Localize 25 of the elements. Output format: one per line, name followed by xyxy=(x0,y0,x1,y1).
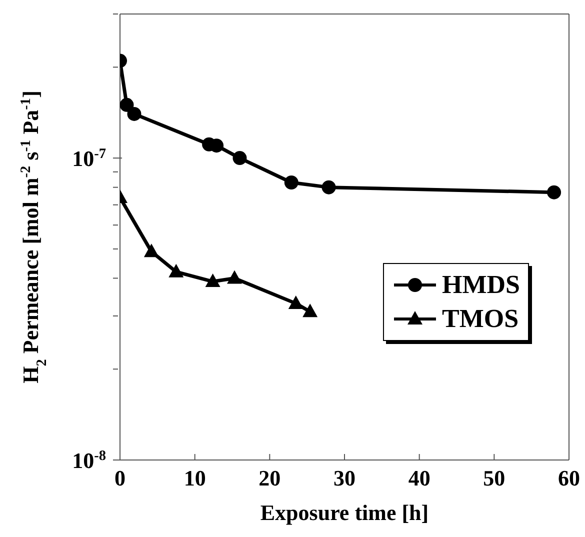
x-tick-label: 30 xyxy=(334,466,356,491)
x-axis-title: Exposure time [h] xyxy=(260,500,429,525)
point xyxy=(288,295,304,309)
point xyxy=(210,138,224,153)
point xyxy=(322,180,336,194)
point xyxy=(144,244,159,258)
x-tick-label: 10 xyxy=(184,466,206,491)
point xyxy=(205,274,220,288)
x-tick-label: 50 xyxy=(483,466,506,491)
point xyxy=(302,304,318,318)
y-tick-label: 10$^{-7}$ xyxy=(72,146,106,172)
point xyxy=(232,151,247,166)
legend-label: HMDS xyxy=(442,270,520,300)
x-tick-label: 60 xyxy=(558,466,580,491)
y-tick-label: 10$^{-8}$ xyxy=(72,448,106,473)
point xyxy=(168,264,184,278)
point xyxy=(127,106,142,121)
point xyxy=(547,185,562,200)
legend-label: TMOS xyxy=(442,304,519,334)
x-tick-label: 20 xyxy=(258,466,281,491)
point xyxy=(284,175,298,190)
point xyxy=(120,98,134,112)
x-tick-label: 0 xyxy=(114,466,126,491)
x-tick-label: 40 xyxy=(408,466,430,491)
point xyxy=(226,270,242,284)
